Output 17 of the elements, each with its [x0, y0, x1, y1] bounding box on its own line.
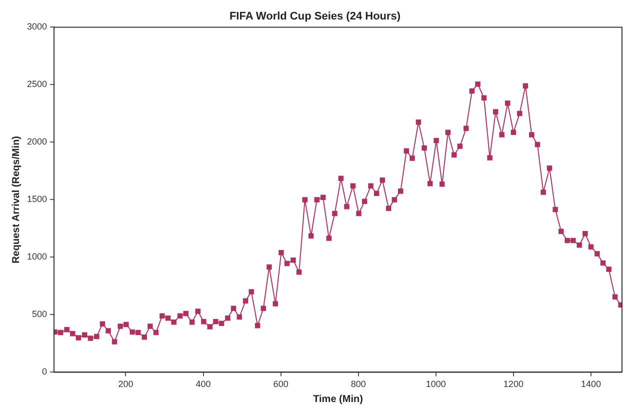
y-tick-label: 3000: [26, 22, 48, 32]
y-tick-label: 1000: [26, 252, 48, 262]
y-tick-label: 0: [42, 366, 48, 377]
x-tick-label: 600: [273, 379, 288, 390]
y-tick-label: 500: [32, 309, 48, 320]
y-tick-label: 1500: [26, 194, 48, 204]
y-axis-title: Request Arrival (Reqs/Min): [10, 136, 22, 264]
chart-title: FIFA World Cup Seies (24 Hours): [229, 10, 401, 23]
y-tick-label: 2500: [26, 79, 48, 90]
x-tick-label: 800: [350, 379, 366, 390]
y-tick-label: 2000: [26, 136, 48, 147]
x-tick-label: 200: [118, 379, 134, 390]
x-axis-title: Time (Min): [313, 394, 363, 405]
x-tick-label: 1200: [503, 379, 524, 390]
x-tick-label: 1400: [580, 379, 601, 390]
x-tick-label: 400: [196, 379, 211, 390]
x-tick-label: 1000: [426, 379, 446, 390]
